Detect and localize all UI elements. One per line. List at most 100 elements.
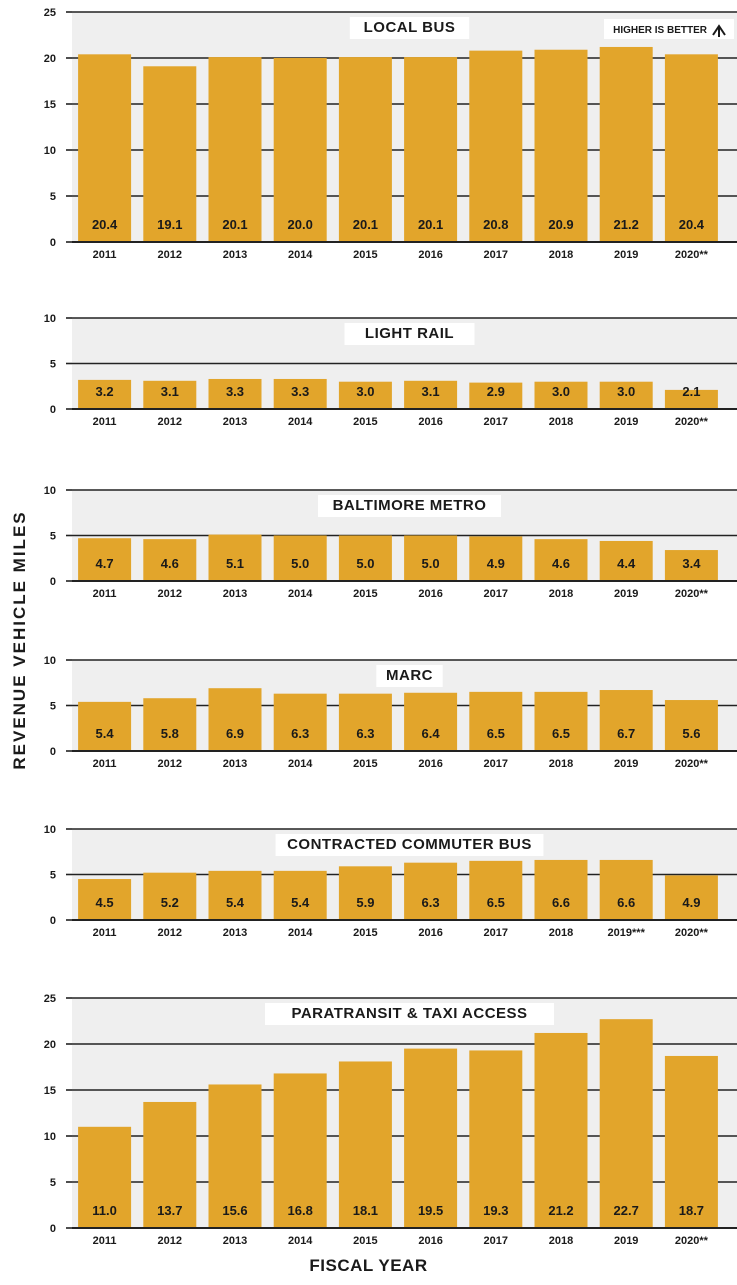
x-tick-label: 2011 <box>93 249 117 261</box>
y-tick-label: 20 <box>44 53 56 65</box>
x-tick-label: 2014 <box>288 249 313 261</box>
bar-2012 <box>143 698 197 751</box>
bar-value-label: 3.3 <box>226 384 244 399</box>
y-tick-label: 0 <box>50 404 56 416</box>
note-box <box>604 19 734 39</box>
x-tick-label: 2014 <box>288 588 313 600</box>
chart-title-box <box>265 1003 554 1025</box>
bar-2012 <box>143 380 197 409</box>
x-tick-label: 2019 <box>614 588 638 600</box>
bar-2011 <box>78 879 132 920</box>
y-tick-label: 0 <box>50 576 56 588</box>
bar-2016 <box>404 535 458 581</box>
bar-2015 <box>338 381 392 409</box>
x-tick-label: 2017 <box>484 249 508 261</box>
y-tick-label: 20 <box>44 1039 56 1051</box>
y-tick-label: 5 <box>50 191 56 203</box>
bar-value-label: 4.6 <box>552 556 570 571</box>
bar-2016 <box>404 57 458 242</box>
bar-value-label: 20.1 <box>418 217 443 232</box>
chart-title: BALTIMORE METRO <box>333 497 487 514</box>
bar-2017 <box>469 536 523 581</box>
bar-2015 <box>338 57 392 242</box>
bar-2013 <box>208 378 262 409</box>
bar-2019 <box>599 859 653 920</box>
bar-2017 <box>469 1050 523 1228</box>
x-tick-label: 2020** <box>675 1235 709 1247</box>
x-tick-label: 2013 <box>223 416 247 428</box>
bar-2011 <box>78 1126 132 1228</box>
chart-panel-4: 0 5 10 4.5 2011 5.2 2012 5.4 2013 5.4 2014 5.9 2015 6… <box>44 824 737 939</box>
bar-value-label: 21.2 <box>548 1203 573 1218</box>
bar-value-label: 20.1 <box>222 217 247 232</box>
bar-value-label: 5.4 <box>291 895 310 910</box>
bar-2013 <box>208 57 262 242</box>
bar-2020 <box>664 1055 718 1228</box>
y-tick-label: 10 <box>44 313 56 325</box>
x-tick-label: 2018 <box>549 758 573 770</box>
chart-title: LIGHT RAIL <box>365 325 454 342</box>
bar-2018 <box>534 49 588 242</box>
y-tick-label: 15 <box>44 99 56 111</box>
bar-value-label: 5.4 <box>226 895 245 910</box>
y-tick-label: 10 <box>44 824 56 836</box>
x-tick-label: 2013 <box>223 927 247 939</box>
x-tick-label: 2020** <box>675 249 709 261</box>
bar-value-label: 20.4 <box>679 217 705 232</box>
x-tick-label: 2016 <box>418 927 442 939</box>
bar-2019 <box>599 46 653 243</box>
x-tick-label: 2011 <box>93 927 117 939</box>
bar-value-label: 3.2 <box>96 384 114 399</box>
bar-value-label: 6.5 <box>487 726 505 741</box>
bar-value-label: 20.9 <box>548 217 573 232</box>
y-tick-label: 25 <box>44 993 56 1005</box>
x-tick-label: 2019*** <box>608 927 646 939</box>
bar-2020 <box>664 875 718 920</box>
bar-value-label: 6.5 <box>552 726 570 741</box>
x-tick-label: 2015 <box>353 588 377 600</box>
bar-2018 <box>534 381 588 409</box>
bar-2018 <box>534 1032 588 1228</box>
bar-value-label: 15.6 <box>222 1203 247 1218</box>
bar-value-label: 6.9 <box>226 726 244 741</box>
chart-title: CONTRACTED COMMUTER BUS <box>287 836 532 853</box>
bar-2016 <box>404 862 458 920</box>
bar-value-label: 5.6 <box>682 726 700 741</box>
bar-2015 <box>338 1061 392 1228</box>
x-tick-label: 2018 <box>549 927 573 939</box>
x-tick-label: 2012 <box>158 758 182 770</box>
bar-value-label: 5.9 <box>356 895 374 910</box>
x-tick-label: 2017 <box>484 416 508 428</box>
bar-2012 <box>143 1101 197 1228</box>
bar-value-label: 4.5 <box>96 895 114 910</box>
x-tick-label: 2017 <box>484 1235 508 1247</box>
y-axis-label: REVENUE VEHICLE MILES <box>10 510 29 770</box>
bar-value-label: 5.0 <box>422 556 440 571</box>
bar-2013 <box>208 534 262 581</box>
x-tick-label: 2015 <box>353 1235 377 1247</box>
chart-panel-2: 0 5 10 4.7 2011 4.6 2012 5.1 2013 5.0 2014 5.0 2015 5… <box>44 485 737 600</box>
x-tick-label: 2011 <box>93 1235 117 1247</box>
bar-2020 <box>664 700 718 751</box>
x-tick-label: 2013 <box>223 249 247 261</box>
y-tick-label: 5 <box>50 359 56 371</box>
bar-2012 <box>143 66 197 242</box>
bar-value-label: 6.6 <box>617 895 635 910</box>
chart-title: PARATRANSIT & TAXI ACCESS <box>291 1005 527 1022</box>
x-tick-label: 2013 <box>223 588 247 600</box>
bar-2014 <box>273 693 327 751</box>
bar-value-label: 16.8 <box>288 1203 313 1218</box>
bar-2014 <box>273 58 327 242</box>
bar-value-label: 3.0 <box>617 384 635 399</box>
bar-2019 <box>599 540 653 581</box>
x-tick-label: 2016 <box>418 249 442 261</box>
y-tick-label: 10 <box>44 485 56 497</box>
x-tick-label: 2018 <box>549 249 573 261</box>
y-tick-label: 5 <box>50 870 56 882</box>
bar-2015 <box>338 866 392 920</box>
bar-value-label: 20.1 <box>353 217 378 232</box>
y-tick-label: 0 <box>50 746 56 758</box>
bar-value-label: 3.0 <box>552 384 570 399</box>
x-tick-label: 2014 <box>288 1235 313 1247</box>
